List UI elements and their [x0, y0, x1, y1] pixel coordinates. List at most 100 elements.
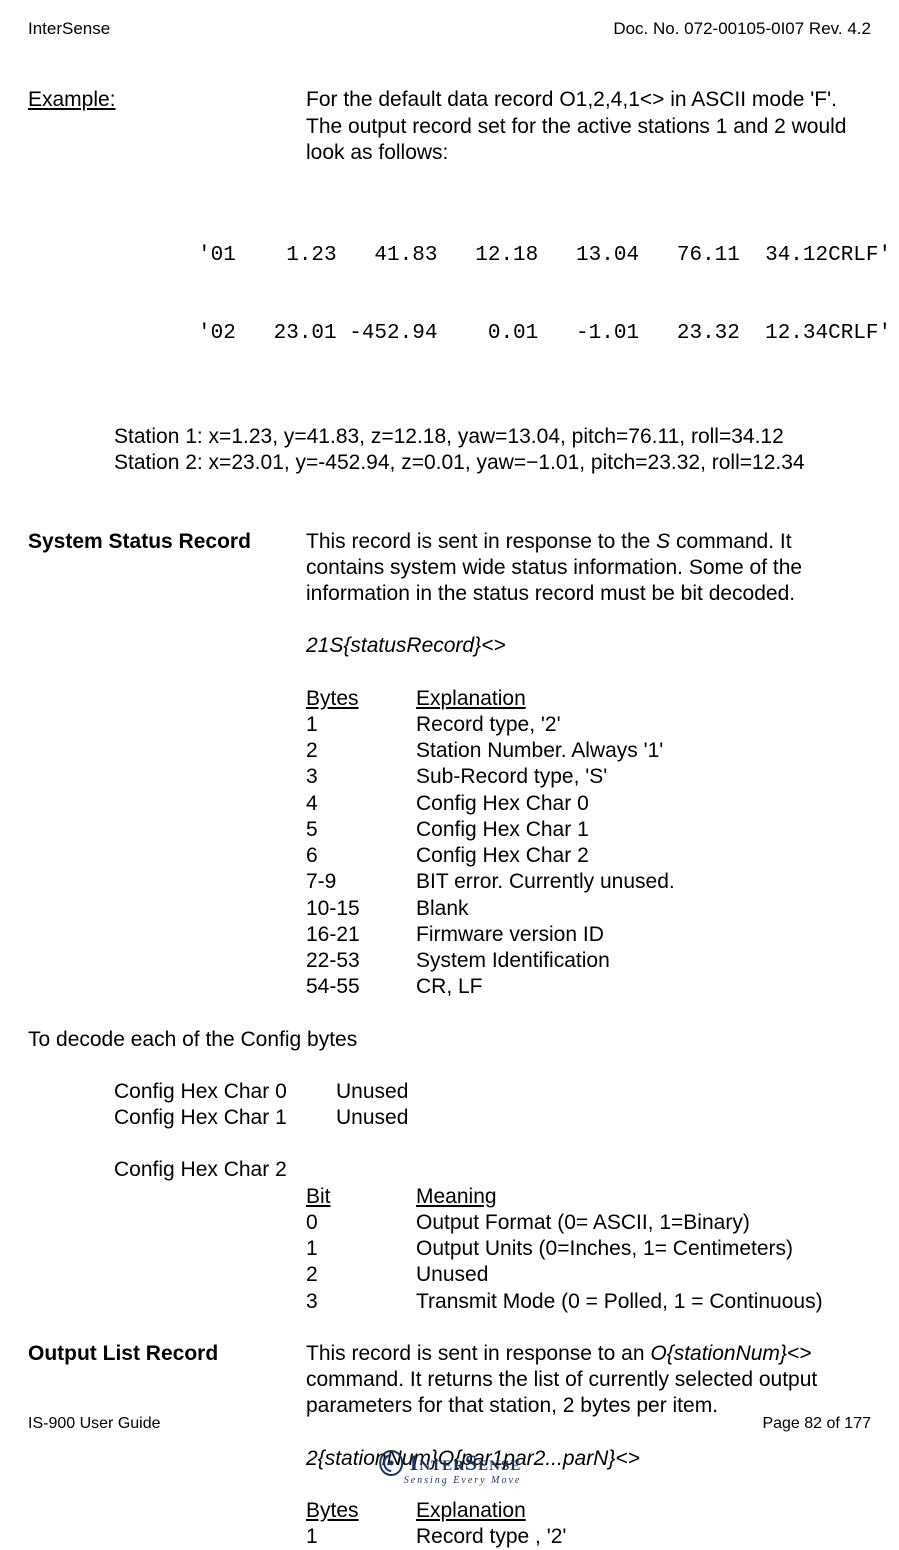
bit-c2: Output Units (0=Inches, 1= Centimeters) [416, 1236, 823, 1262]
bytes-c1: 5 [306, 817, 416, 843]
system-status-content: This record is sent in response to the S… [306, 529, 871, 1001]
bytes-c1: 10-15 [306, 896, 416, 922]
bytes-c1: 6 [306, 843, 416, 869]
page-header: InterSense Doc. No. 072-00105-0I07 Rev. … [28, 18, 871, 39]
bytes-c1: 1 [306, 712, 416, 738]
spacer [28, 477, 871, 529]
bytes-row: 22-53System Identification [306, 948, 675, 974]
mono-line-1: '01 1.23 41.83 12.18 13.04 76.11 34.12CR… [198, 243, 871, 269]
bit-hdr-c1: Bit [306, 1184, 416, 1210]
config2-label: Config Hex Char 2 [114, 1157, 871, 1183]
bytes-c1: 22-53 [306, 948, 416, 974]
footer-logo: InterSense Sensing Every Move [378, 1449, 522, 1488]
bytes-row: 5Config Hex Char 1 [306, 817, 675, 843]
cfg-c2: Unused [336, 1105, 408, 1131]
ss-intro-s: S [656, 530, 670, 553]
bit-c1: 0 [306, 1210, 416, 1236]
bytes-c2: Config Hex Char 0 [416, 791, 675, 817]
header-left: InterSense [28, 18, 110, 39]
bytes-c1: 3 [306, 764, 416, 790]
bit-row: 2Unused [306, 1262, 823, 1288]
header-right: Doc. No. 072-00105-0I07 Rev. 4.2 [613, 18, 871, 39]
spacer [28, 1001, 871, 1027]
bit-row: 3Transmit Mode (0 = Polled, 1 = Continuo… [306, 1289, 823, 1315]
bytes-header-row: Bytes Explanation [306, 686, 675, 712]
ol-bytes-hdr: Bytes Explanation [306, 1498, 566, 1524]
spacer [28, 1053, 871, 1079]
bytes-c2: Blank [416, 896, 675, 922]
output-list-content: This record is sent in response to an O{… [306, 1341, 871, 1550]
output-list-label: Output List Record [28, 1341, 306, 1367]
bytes-c1: 7-9 [306, 869, 416, 895]
bytes-row: 2Station Number. Always '1' [306, 738, 675, 764]
bytes-table: Bytes Explanation 1Record type, '2' 2Sta… [306, 686, 675, 1001]
bytes-c1: 54-55 [306, 974, 416, 1000]
footer-left: IS-900 User Guide [28, 1414, 161, 1434]
config-simple-table: Config Hex Char 0Unused Config Hex Char … [114, 1079, 408, 1132]
bytes-row: 10-15Blank [306, 896, 675, 922]
cfg-c1: Config Hex Char 0 [114, 1079, 336, 1105]
station-2-line: Station 2: x=23.01, y=-452.94, z=0.01, y… [114, 450, 871, 476]
bytes-hdr-c2: Explanation [416, 686, 675, 712]
logo-text: InterSense [410, 1449, 522, 1477]
ol-bytes-hdr-c1: Bytes [306, 1498, 416, 1524]
bytes-c2: BIT error. Currently unused. [416, 869, 675, 895]
bytes-row: 16-21Firmware version ID [306, 922, 675, 948]
bytes-row: 4Config Hex Char 0 [306, 791, 675, 817]
bytes-c2: Config Hex Char 1 [416, 817, 675, 843]
bit-hdr-c2: Meaning [416, 1184, 823, 1210]
system-status-label: System Status Record [28, 529, 306, 555]
footer-right: Page 82 of 177 [762, 1414, 871, 1434]
ol-bytes-hdr-c2: Explanation [416, 1498, 566, 1524]
bytes-row: 6Config Hex Char 2 [306, 843, 675, 869]
bit-c1: 1 [306, 1236, 416, 1262]
station-1-line: Station 1: x=1.23, y=41.83, z=12.18, yaw… [114, 424, 871, 450]
bytes-row: 7-9BIT error. Currently unused. [306, 869, 675, 895]
ol-bytes-c1: 1 [306, 1524, 416, 1550]
bit-c1: 3 [306, 1289, 416, 1315]
cfg-c2: Unused [336, 1079, 408, 1105]
bit-c2: Transmit Mode (0 = Polled, 1 = Continuou… [416, 1289, 823, 1315]
system-status-format: 21S{statusRecord}<> [306, 633, 871, 659]
ol-bytes-c2: Record type , '2' [416, 1524, 566, 1550]
ol-intro-pre: This record is sent in response to an [306, 1342, 650, 1365]
bit-c2: Unused [416, 1262, 823, 1288]
bytes-c2: Config Hex Char 2 [416, 843, 675, 869]
example-section: Example: For the default data record O1,… [28, 87, 871, 166]
page-footer: IS-900 User Guide Page 82 of 177 [28, 1414, 871, 1434]
output-list-section: Output List Record This record is sent i… [28, 1341, 871, 1550]
example-label: Example: [28, 88, 116, 111]
system-status-intro: This record is sent in response to the S… [306, 529, 871, 608]
bit-table: Bit Meaning 0Output Format (0= ASCII, 1=… [306, 1184, 823, 1315]
spacer [28, 1315, 871, 1341]
config-row: Config Hex Char 1Unused [114, 1105, 408, 1131]
logo-main-row: InterSense [378, 1449, 522, 1477]
output-bytes-table: Bytes Explanation 1Record type , '2' [306, 1498, 566, 1550]
ol-intro-cmd: O{stationNum}<> [650, 1342, 811, 1365]
spacer [28, 1131, 871, 1157]
bytes-c1: 16-21 [306, 922, 416, 948]
bit-c2: Output Format (0= ASCII, 1=Binary) [416, 1210, 823, 1236]
bytes-c1: 2 [306, 738, 416, 764]
bytes-c2: System Identification [416, 948, 675, 974]
bytes-row: 3Sub-Record type, 'S' [306, 764, 675, 790]
example-mono-block: '01 1.23 41.83 12.18 13.04 76.11 34.12CR… [198, 190, 871, 400]
bit-row: 1Output Units (0=Inches, 1= Centimeters) [306, 1236, 823, 1262]
bit-hdr-row: Bit Meaning [306, 1184, 823, 1210]
bytes-c2: Firmware version ID [416, 922, 675, 948]
example-label-col: Example: [28, 87, 306, 113]
example-intro: For the default data record O1,2,4,1<> i… [306, 87, 871, 166]
config-row: Config Hex Char 0Unused [114, 1079, 408, 1105]
decode-intro: To decode each of the Config bytes [28, 1027, 871, 1053]
bytes-c1: 4 [306, 791, 416, 817]
mono-line-2: '02 23.01 -452.94 0.01 -1.01 23.32 12.34… [198, 321, 871, 347]
bytes-c2: CR, LF [416, 974, 675, 1000]
intersense-logo-icon [378, 1449, 404, 1477]
station-lines: Station 1: x=1.23, y=41.83, z=12.18, yaw… [114, 424, 871, 477]
page: InterSense Doc. No. 072-00105-0I07 Rev. … [0, 0, 899, 1497]
bytes-c2: Sub-Record type, 'S' [416, 764, 675, 790]
bytes-row: 54-55CR, LF [306, 974, 675, 1000]
system-status-section: System Status Record This record is sent… [28, 529, 871, 1001]
output-list-intro: This record is sent in response to an O{… [306, 1341, 871, 1420]
bit-c1: 2 [306, 1262, 416, 1288]
